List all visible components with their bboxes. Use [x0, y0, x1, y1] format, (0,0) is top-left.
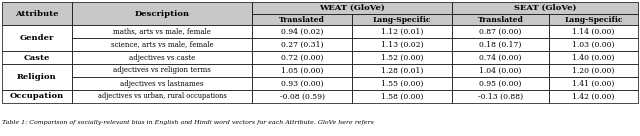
- Bar: [72, 90, 252, 103]
- Text: adjectives vs caste: adjectives vs caste: [129, 53, 195, 61]
- Bar: [352, 14, 452, 25]
- Text: 1.58 (0.00): 1.58 (0.00): [381, 92, 423, 101]
- Text: 1.40 (0.00): 1.40 (0.00): [572, 53, 614, 61]
- Text: Religion: Religion: [17, 73, 57, 81]
- Bar: [2, 64, 72, 90]
- Bar: [549, 14, 638, 25]
- Text: WEAT (GloVe): WEAT (GloVe): [319, 4, 385, 12]
- Text: adjectives vs urban, rural occupations: adjectives vs urban, rural occupations: [98, 92, 227, 101]
- Bar: [452, 64, 549, 77]
- Bar: [252, 38, 352, 51]
- Text: 1.14 (0.00): 1.14 (0.00): [572, 27, 614, 35]
- Bar: [452, 38, 549, 51]
- Text: Attribute: Attribute: [15, 10, 59, 18]
- Bar: [352, 25, 452, 38]
- Bar: [452, 25, 549, 38]
- Text: 1.55 (0.00): 1.55 (0.00): [381, 80, 423, 87]
- Text: adjectives vs religion terms: adjectives vs religion terms: [113, 67, 211, 75]
- Text: 0.93 (0.00): 0.93 (0.00): [281, 80, 323, 87]
- Text: 0.18 (0.17): 0.18 (0.17): [479, 41, 522, 49]
- Bar: [549, 64, 638, 77]
- Bar: [549, 51, 638, 64]
- Bar: [2, 51, 72, 64]
- Bar: [252, 77, 352, 90]
- Bar: [352, 90, 452, 103]
- Text: 1.05 (0.00): 1.05 (0.00): [281, 67, 323, 75]
- Bar: [72, 64, 252, 77]
- Bar: [72, 51, 252, 64]
- Text: Lang-Specific: Lang-Specific: [372, 16, 431, 24]
- Text: 0.74 (0.00): 0.74 (0.00): [479, 53, 522, 61]
- Text: 0.95 (0.00): 0.95 (0.00): [479, 80, 522, 87]
- Bar: [72, 2, 252, 25]
- Bar: [549, 77, 638, 90]
- Bar: [2, 90, 72, 103]
- Bar: [452, 14, 549, 25]
- Text: Gender: Gender: [20, 34, 54, 42]
- Bar: [452, 77, 549, 90]
- Bar: [252, 25, 352, 38]
- Bar: [252, 64, 352, 77]
- Text: Description: Description: [134, 10, 189, 18]
- Bar: [72, 25, 252, 38]
- Text: 1.52 (0.00): 1.52 (0.00): [381, 53, 423, 61]
- Text: 1.04 (0.00): 1.04 (0.00): [479, 67, 522, 75]
- Bar: [2, 25, 72, 51]
- Text: 1.41 (0.00): 1.41 (0.00): [572, 80, 614, 87]
- Bar: [352, 77, 452, 90]
- Bar: [352, 51, 452, 64]
- Bar: [549, 38, 638, 51]
- Text: Translated: Translated: [279, 16, 325, 24]
- Bar: [352, 38, 452, 51]
- Text: -0.08 (0.59): -0.08 (0.59): [280, 92, 324, 101]
- Bar: [72, 38, 252, 51]
- Text: 0.27 (0.31): 0.27 (0.31): [281, 41, 323, 49]
- Text: SEAT (GloVe): SEAT (GloVe): [514, 4, 576, 12]
- Bar: [252, 14, 352, 25]
- Bar: [549, 90, 638, 103]
- Bar: [252, 90, 352, 103]
- Text: 1.42 (0.00): 1.42 (0.00): [572, 92, 614, 101]
- Bar: [452, 90, 549, 103]
- Text: 1.28 (0.01): 1.28 (0.01): [381, 67, 423, 75]
- Bar: [252, 51, 352, 64]
- Text: 1.13 (0.02): 1.13 (0.02): [381, 41, 423, 49]
- Text: adjectives vs lastnames: adjectives vs lastnames: [120, 80, 204, 87]
- Text: Lang-Specific: Lang-Specific: [564, 16, 623, 24]
- Text: 0.87 (0.00): 0.87 (0.00): [479, 27, 522, 35]
- Text: 1.12 (0.01): 1.12 (0.01): [381, 27, 423, 35]
- Text: 0.72 (0.00): 0.72 (0.00): [281, 53, 323, 61]
- Text: science, arts vs male, female: science, arts vs male, female: [111, 41, 213, 49]
- Bar: [2, 2, 72, 25]
- Text: Caste: Caste: [24, 53, 50, 61]
- Text: Table 1: Comparison of socially-relevant bias in English and Hindi word vectors : Table 1: Comparison of socially-relevant…: [2, 120, 374, 125]
- Bar: [452, 51, 549, 64]
- Bar: [252, 2, 452, 14]
- Text: 1.03 (0.00): 1.03 (0.00): [572, 41, 615, 49]
- Bar: [452, 2, 638, 14]
- Bar: [72, 77, 252, 90]
- Text: maths, arts vs male, female: maths, arts vs male, female: [113, 27, 211, 35]
- Text: 0.94 (0.02): 0.94 (0.02): [281, 27, 323, 35]
- Text: 1.20 (0.00): 1.20 (0.00): [572, 67, 614, 75]
- Text: Translated: Translated: [477, 16, 524, 24]
- Text: Occupation: Occupation: [10, 92, 64, 101]
- Bar: [549, 25, 638, 38]
- Text: -0.13 (0.88): -0.13 (0.88): [478, 92, 523, 101]
- Bar: [352, 64, 452, 77]
